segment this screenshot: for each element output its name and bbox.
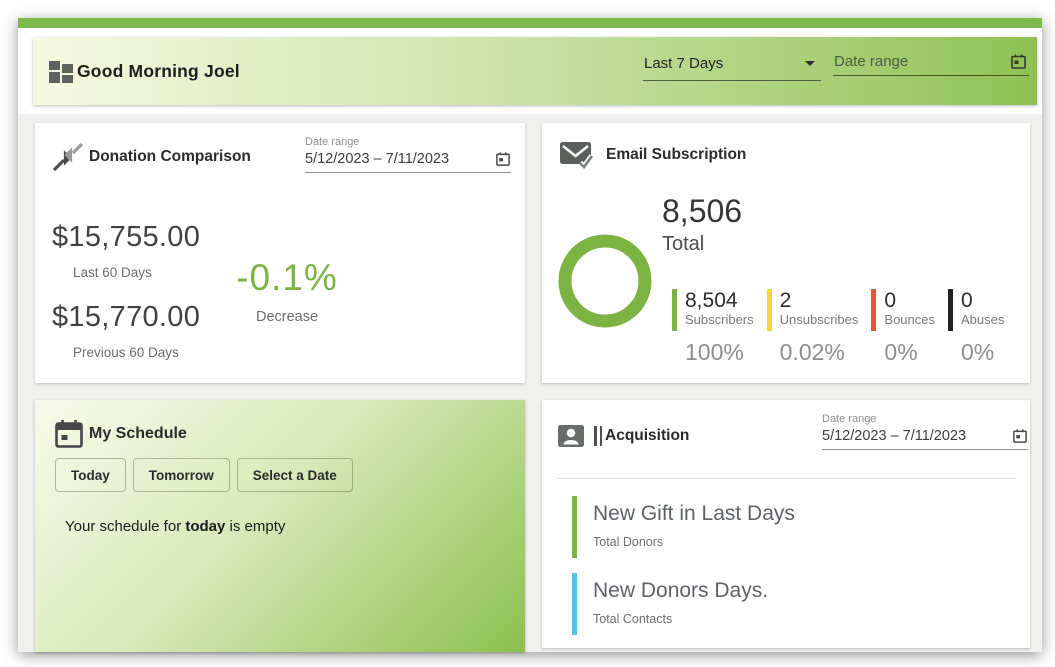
list-item-subtitle: Total Contacts	[593, 612, 673, 626]
current-period-amount: $15,755.00	[52, 221, 201, 253]
acquisition-date-range-value[interactable]: 5/12/2023 – 7/11/2023	[822, 428, 967, 444]
stat-unsubscribes: 2 Unsubscribes 0.02%	[766, 289, 859, 366]
stat-label: Bounces	[884, 312, 935, 327]
previous-period-amount: $15,770.00	[52, 301, 201, 333]
today-button[interactable]: Today	[55, 458, 126, 492]
list-item-title: New Donors Days.	[593, 579, 769, 602]
list-item-new-gifts[interactable]: New Gift in Last Days Total Donors	[572, 496, 795, 558]
email-check-icon	[558, 139, 596, 171]
donation-card-header: Donation Comparison	[50, 140, 251, 174]
current-period-label: Last 60 Days	[73, 265, 152, 280]
email-total: 8,506 Total	[662, 193, 742, 256]
header-date-range-placeholder[interactable]: Date range	[834, 53, 909, 70]
stat-bounces: 0 Bounces 0%	[871, 289, 935, 366]
period-select-value[interactable]: Last 7 Days	[644, 55, 724, 72]
period-select[interactable]: Last 7 Days	[643, 53, 821, 81]
schedule-empty-highlight: today	[185, 518, 226, 535]
stat-label: Subscribers	[685, 312, 754, 327]
change-percent: -0.1%	[236, 257, 338, 298]
schedule-card-header: My Schedule	[53, 418, 187, 450]
stat-percent: 0%	[961, 339, 995, 365]
email-stats-row: 8,504 Subscribers 100% 2 Unsubscribes 0.…	[672, 289, 1017, 366]
chevron-down-icon[interactable]	[805, 61, 815, 66]
stat-value: 0	[884, 289, 897, 312]
schedule-card-title: My Schedule	[89, 425, 187, 442]
compare-arrows-icon	[50, 140, 86, 174]
tomorrow-button[interactable]: Tomorrow	[132, 458, 230, 492]
schedule-buttons: Today Tomorrow Select a Date	[55, 458, 353, 492]
stat-percent: 0%	[884, 339, 918, 365]
divider	[556, 478, 1016, 479]
acquisition-date-range-label: Date range	[822, 413, 877, 425]
list-item-new-donors[interactable]: New Donors Days. Total Contacts	[572, 573, 795, 635]
calendar-icon[interactable]	[1010, 53, 1027, 70]
app-window: Good Morning Joel Last 7 Days Date range	[18, 18, 1042, 652]
acquisition-date-range-field[interactable]: Date range 5/12/2023 – 7/11/2023	[822, 413, 1028, 450]
stat-subscribers: 8,504 Subscribers 100%	[672, 289, 754, 366]
change-label: Decrease	[255, 309, 319, 325]
header-left: Good Morning Joel	[45, 37, 240, 105]
top-accent-bar	[18, 18, 1042, 28]
select-a-date-button[interactable]: Select a Date	[236, 458, 353, 492]
double-bar-icon	[594, 426, 602, 446]
header-band: Good Morning Joel Last 7 Days Date range	[33, 37, 1037, 105]
stat-percent: 100%	[685, 339, 744, 365]
greeting-title: Good Morning Joel	[77, 60, 240, 81]
previous-period-label: Previous 60 Days	[73, 345, 179, 360]
donation-card-title: Donation Comparison	[89, 148, 251, 165]
list-item-subtitle: Total Donors	[593, 535, 664, 549]
calendar-icon[interactable]	[495, 151, 511, 167]
dashboard-grid-icon	[45, 55, 77, 87]
subscription-donut-chart	[558, 234, 652, 328]
stat-percent: 0.02%	[779, 339, 845, 365]
acquisition-card-header: Acquisition	[556, 422, 689, 450]
header-date-range-input[interactable]: Date range	[833, 53, 1029, 76]
donation-date-range-label: Date range	[305, 136, 360, 148]
stat-abuses: 0 Abuses 0%	[948, 289, 1004, 366]
my-schedule-card: My Schedule Today Tomorrow Select a Date…	[35, 400, 525, 652]
donation-date-range-field[interactable]: Date range 5/12/2023 – 7/11/2023	[305, 136, 511, 173]
list-item-title: New Gift in Last Days	[593, 502, 795, 525]
acquisition-card: Acquisition Date range 5/12/2023 – 7/11/…	[542, 400, 1030, 648]
stat-value: 8,504	[685, 289, 738, 312]
donation-date-range-value[interactable]: 5/12/2023 – 7/11/2023	[305, 151, 450, 167]
calendar-icon	[53, 418, 85, 450]
email-card-title: Email Subscription	[606, 146, 747, 163]
email-total-label: Total	[662, 233, 705, 255]
stat-value: 2	[779, 289, 792, 312]
donut-ring	[558, 234, 652, 328]
email-card-header: Email Subscription	[558, 139, 746, 171]
schedule-empty-message: Your schedule for today is empty	[65, 518, 286, 535]
stat-label: Abuses	[961, 312, 1005, 327]
acquisition-list: New Gift in Last Days Total Donors New D…	[572, 496, 795, 635]
email-total-value: 8,506	[662, 193, 743, 229]
stat-value: 0	[961, 289, 973, 312]
acquisition-card-title: Acquisition	[605, 427, 690, 444]
stat-label: Unsubscribes	[779, 312, 859, 327]
change-indicator: -0.1% Decrease	[207, 257, 367, 325]
donation-comparison-card: Donation Comparison Date range 5/12/2023…	[35, 123, 525, 383]
calendar-icon[interactable]	[1012, 428, 1028, 444]
contact-person-icon	[556, 422, 586, 450]
email-subscription-card: Email Subscription 8,506 Total 8,504 Sub…	[542, 123, 1030, 383]
